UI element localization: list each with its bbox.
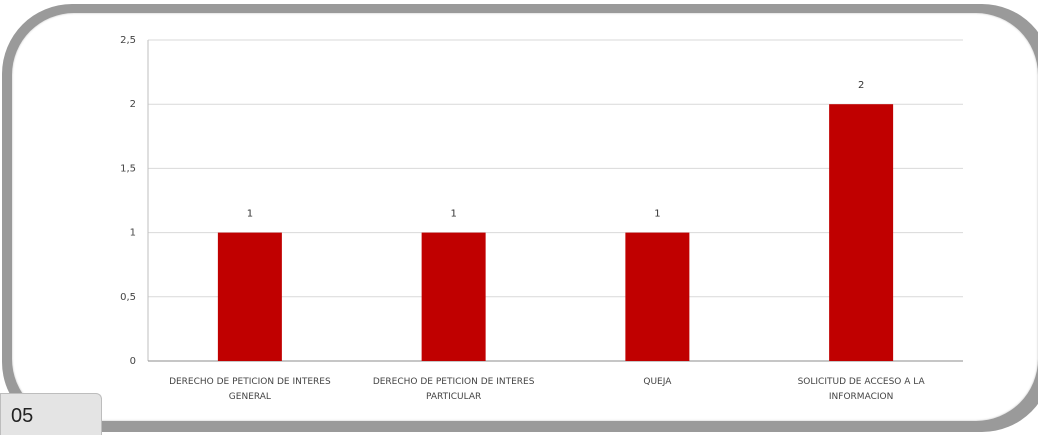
- x-category-label: DERECHO DE PETICION DE INTERES: [373, 377, 535, 387]
- page-number: 05: [11, 405, 34, 427]
- x-category-label: GENERAL: [229, 392, 271, 402]
- x-category-label: SOLICITUD DE ACCESO A LA: [798, 377, 926, 387]
- y-tick-label: 1: [130, 228, 136, 239]
- page-number-tab: 05: [0, 393, 102, 435]
- bar: [625, 232, 690, 361]
- y-tick-label: 0: [130, 356, 136, 367]
- data-label: 2: [858, 80, 864, 91]
- bar: [421, 232, 486, 361]
- x-category-label: INFORMACION: [829, 392, 893, 402]
- data-label: 1: [654, 209, 660, 220]
- y-tick-label: 2,5: [120, 35, 136, 46]
- x-category-label: DERECHO DE PETICION DE INTERES: [169, 377, 331, 387]
- bar: [829, 104, 894, 361]
- x-category-label: QUEJA: [643, 377, 672, 387]
- y-tick-label: 0,5: [120, 292, 136, 303]
- y-tick-label: 2: [130, 99, 136, 110]
- data-label: 1: [247, 209, 253, 220]
- bar: [217, 232, 282, 361]
- y-tick-label: 1,5: [120, 163, 136, 174]
- data-label: 1: [450, 209, 456, 220]
- x-category-label: PARTICULAR: [426, 392, 481, 402]
